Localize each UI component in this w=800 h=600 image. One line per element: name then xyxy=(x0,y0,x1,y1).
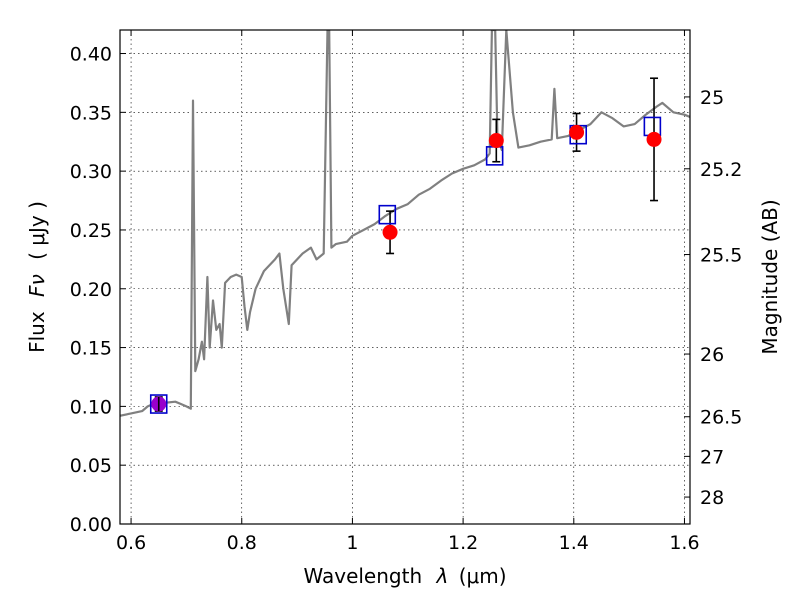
observed-point xyxy=(488,133,504,149)
y-tick-label: 0.15 xyxy=(70,338,112,360)
x-axis-symbol: λ xyxy=(436,564,449,588)
model-photometry-square xyxy=(378,204,397,225)
x-axis-title: Wavelength λ (μm) xyxy=(303,564,506,588)
y2-tick-label: 26.5 xyxy=(700,407,742,429)
y2-tick-label: 28 xyxy=(700,487,724,509)
model-spectrum-layer xyxy=(120,30,690,417)
observed-point xyxy=(382,224,398,240)
y-tick-label: 0.35 xyxy=(70,102,112,124)
y2-tick-label: 25 xyxy=(700,87,724,109)
y-tick-label: 0.20 xyxy=(70,279,112,301)
x-tick-label: 1.4 xyxy=(559,532,589,554)
model-photometry-square xyxy=(149,394,168,414)
y2-axis-label: Magnitude (AB) xyxy=(758,199,782,354)
y-tick-label: 0.30 xyxy=(70,161,112,183)
observed-point xyxy=(569,124,585,140)
y-tick-label: 0.10 xyxy=(70,396,112,418)
y-tick-label: 0.05 xyxy=(70,455,112,477)
ticks: 0.6 0.8 1 1.2 1.4 1.6 0.00 0.05 0.10 0.15 0.20 0.25… xyxy=(70,30,742,554)
y-axis-label: Flux xyxy=(25,311,49,353)
plot-frame xyxy=(119,29,691,525)
y-tick-label: 0.00 xyxy=(70,514,112,536)
x-axis-label: Wavelength xyxy=(303,564,422,588)
photometry-layer xyxy=(149,77,662,414)
x-axis-unit: (μm) xyxy=(459,564,507,588)
x-tick-label: 0.8 xyxy=(227,532,257,554)
y-axis-unit: ( μJy ) xyxy=(25,201,49,260)
y-tick-label: 0.25 xyxy=(70,220,112,242)
model-spectrum-line xyxy=(120,30,690,417)
grid xyxy=(120,30,690,525)
y-axis-title: Flux Fν ( μJy ) xyxy=(25,201,49,353)
x-tick-label: 0.6 xyxy=(116,532,146,554)
y-axis-symbol: Fν xyxy=(25,274,49,297)
x-tick-label: 1.6 xyxy=(669,532,699,554)
observed-point xyxy=(646,131,662,147)
y-tick-label: 0.40 xyxy=(70,44,112,66)
y2-tick-label: 26 xyxy=(700,344,724,366)
x-tick-label: 1.2 xyxy=(448,532,478,554)
y2-tick-label: 27 xyxy=(700,446,724,468)
y2-tick-label: 25.2 xyxy=(700,159,742,181)
y2-tick-label: 25.5 xyxy=(700,245,742,267)
x-tick-label: 1 xyxy=(346,532,358,554)
